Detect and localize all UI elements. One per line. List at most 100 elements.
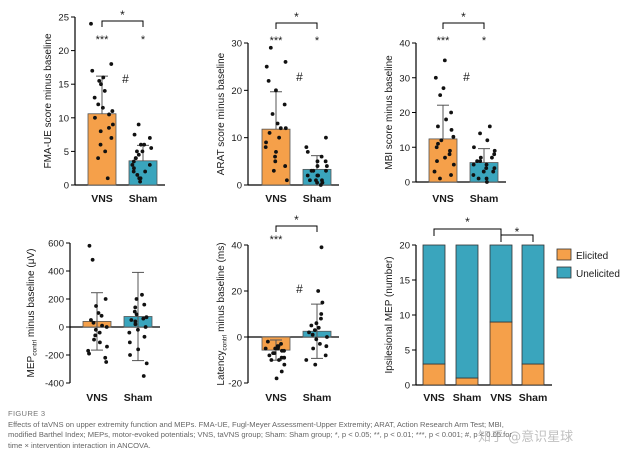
y-tick-label: -200: [45, 351, 64, 362]
data-point: [147, 136, 152, 140]
data-point: [438, 176, 442, 181]
x-tick-label-vns: VNS: [265, 392, 287, 404]
x-tick-label-sham: Sham: [129, 193, 158, 205]
data-point: [434, 145, 439, 150]
data-point: [139, 142, 143, 147]
data-point: [439, 138, 444, 143]
stacked-bar-unelicited: [489, 244, 513, 323]
x-tick-label-sham: Sham: [303, 193, 332, 205]
data-point: [442, 58, 447, 63]
data-point: [127, 330, 132, 335]
data-point: [484, 176, 489, 181]
data-point: [319, 154, 324, 159]
data-point: [140, 292, 144, 297]
stacked-bar-unelicited: [422, 244, 446, 365]
legend-label-elicited: Elicited: [576, 251, 608, 262]
data-point: [133, 319, 138, 324]
data-point: [104, 360, 109, 364]
data-point: [135, 173, 140, 177]
data-point: [133, 305, 138, 310]
data-point: [282, 355, 287, 360]
y-tick-label: 15: [58, 80, 69, 91]
data-point: [273, 154, 277, 159]
y-tick-label: 20: [231, 86, 242, 97]
y-axis-label: MBI score minus baseline: [384, 55, 395, 170]
significance-bracket: [275, 22, 318, 29]
data-point: [107, 112, 111, 117]
data-point: [444, 117, 448, 122]
panel-ipsi: 0 5 10 15 20 Ipsilesional MEP (number) VNS Sham…: [384, 215, 620, 404]
stacked-bar-elicited: [489, 321, 513, 386]
y-tick-label: 10: [58, 113, 69, 124]
data-point: [135, 149, 139, 154]
data-point: [315, 159, 320, 164]
data-point: [91, 320, 96, 325]
data-point: [132, 132, 137, 137]
data-point: [282, 102, 287, 107]
data-point: [310, 332, 315, 337]
y-tick-label: 40: [231, 241, 242, 252]
data-point: [130, 162, 135, 167]
data-point: [283, 126, 288, 131]
data-point: [132, 166, 136, 171]
panel-mep: -400 -200 0 200 400 600 MEPcontrl minus baseli…: [26, 239, 160, 404]
y-tick-label: 20: [58, 46, 69, 57]
data-point: [143, 325, 148, 329]
data-point: [136, 122, 141, 127]
data-point: [276, 346, 280, 351]
data-point: [324, 168, 328, 173]
x-tick-label-vns: VNS: [490, 392, 512, 404]
y-tick-label: 5: [64, 147, 69, 158]
data-point: [275, 121, 280, 126]
data-point: [447, 152, 452, 157]
data-point: [141, 316, 146, 321]
y-tick-label: 30: [399, 73, 410, 84]
data-point: [318, 342, 322, 346]
data-point: [136, 347, 141, 352]
data-point: [144, 315, 149, 320]
data-point: [102, 89, 107, 93]
data-point: [110, 122, 115, 127]
data-point: [98, 142, 103, 147]
x-tick-label-sham: Sham: [124, 392, 153, 404]
panel-mbi: 0 10 20 30 40 MBI score minus baseline VNS Sham…: [384, 10, 506, 205]
y-axis-label: ARAT score minus baseline: [216, 52, 227, 175]
data-point: [448, 148, 452, 153]
x-tick-label-sham: Sham: [453, 392, 482, 404]
data-point: [269, 358, 274, 362]
data-point: [315, 173, 320, 178]
data-point: [492, 166, 497, 171]
data-point: [315, 180, 319, 185]
data-point: [149, 146, 154, 150]
data-point: [271, 351, 275, 355]
data-point: [128, 353, 132, 357]
data-point: [109, 62, 114, 66]
y-tick-label: 40: [399, 39, 410, 50]
significance-star: *: [294, 10, 299, 24]
data-point: [449, 110, 454, 115]
interaction-hash-mark: #: [463, 70, 470, 84]
y-tick-label: 10: [399, 143, 410, 154]
data-point: [284, 178, 289, 183]
data-point: [93, 333, 98, 338]
data-point: [270, 112, 275, 116]
data-point: [99, 313, 104, 318]
y-tick-label: 0: [405, 178, 410, 189]
data-point: [316, 325, 321, 330]
data-point: [101, 75, 106, 80]
y-tick-label: 15: [399, 276, 410, 287]
data-point: [274, 376, 279, 381]
data-point: [481, 169, 486, 174]
data-point: [268, 45, 273, 50]
data-point: [143, 169, 148, 174]
significance-star: *: [294, 213, 299, 227]
data-point: [476, 176, 481, 181]
significance-star: *: [515, 225, 520, 239]
y-axis-label-subscript: contrl: [222, 334, 229, 350]
data-point: [133, 156, 138, 161]
data-point: [478, 155, 483, 160]
significance-star: *: [465, 215, 470, 229]
data-point: [140, 149, 145, 154]
data-point: [134, 312, 139, 317]
data-point: [98, 129, 103, 134]
